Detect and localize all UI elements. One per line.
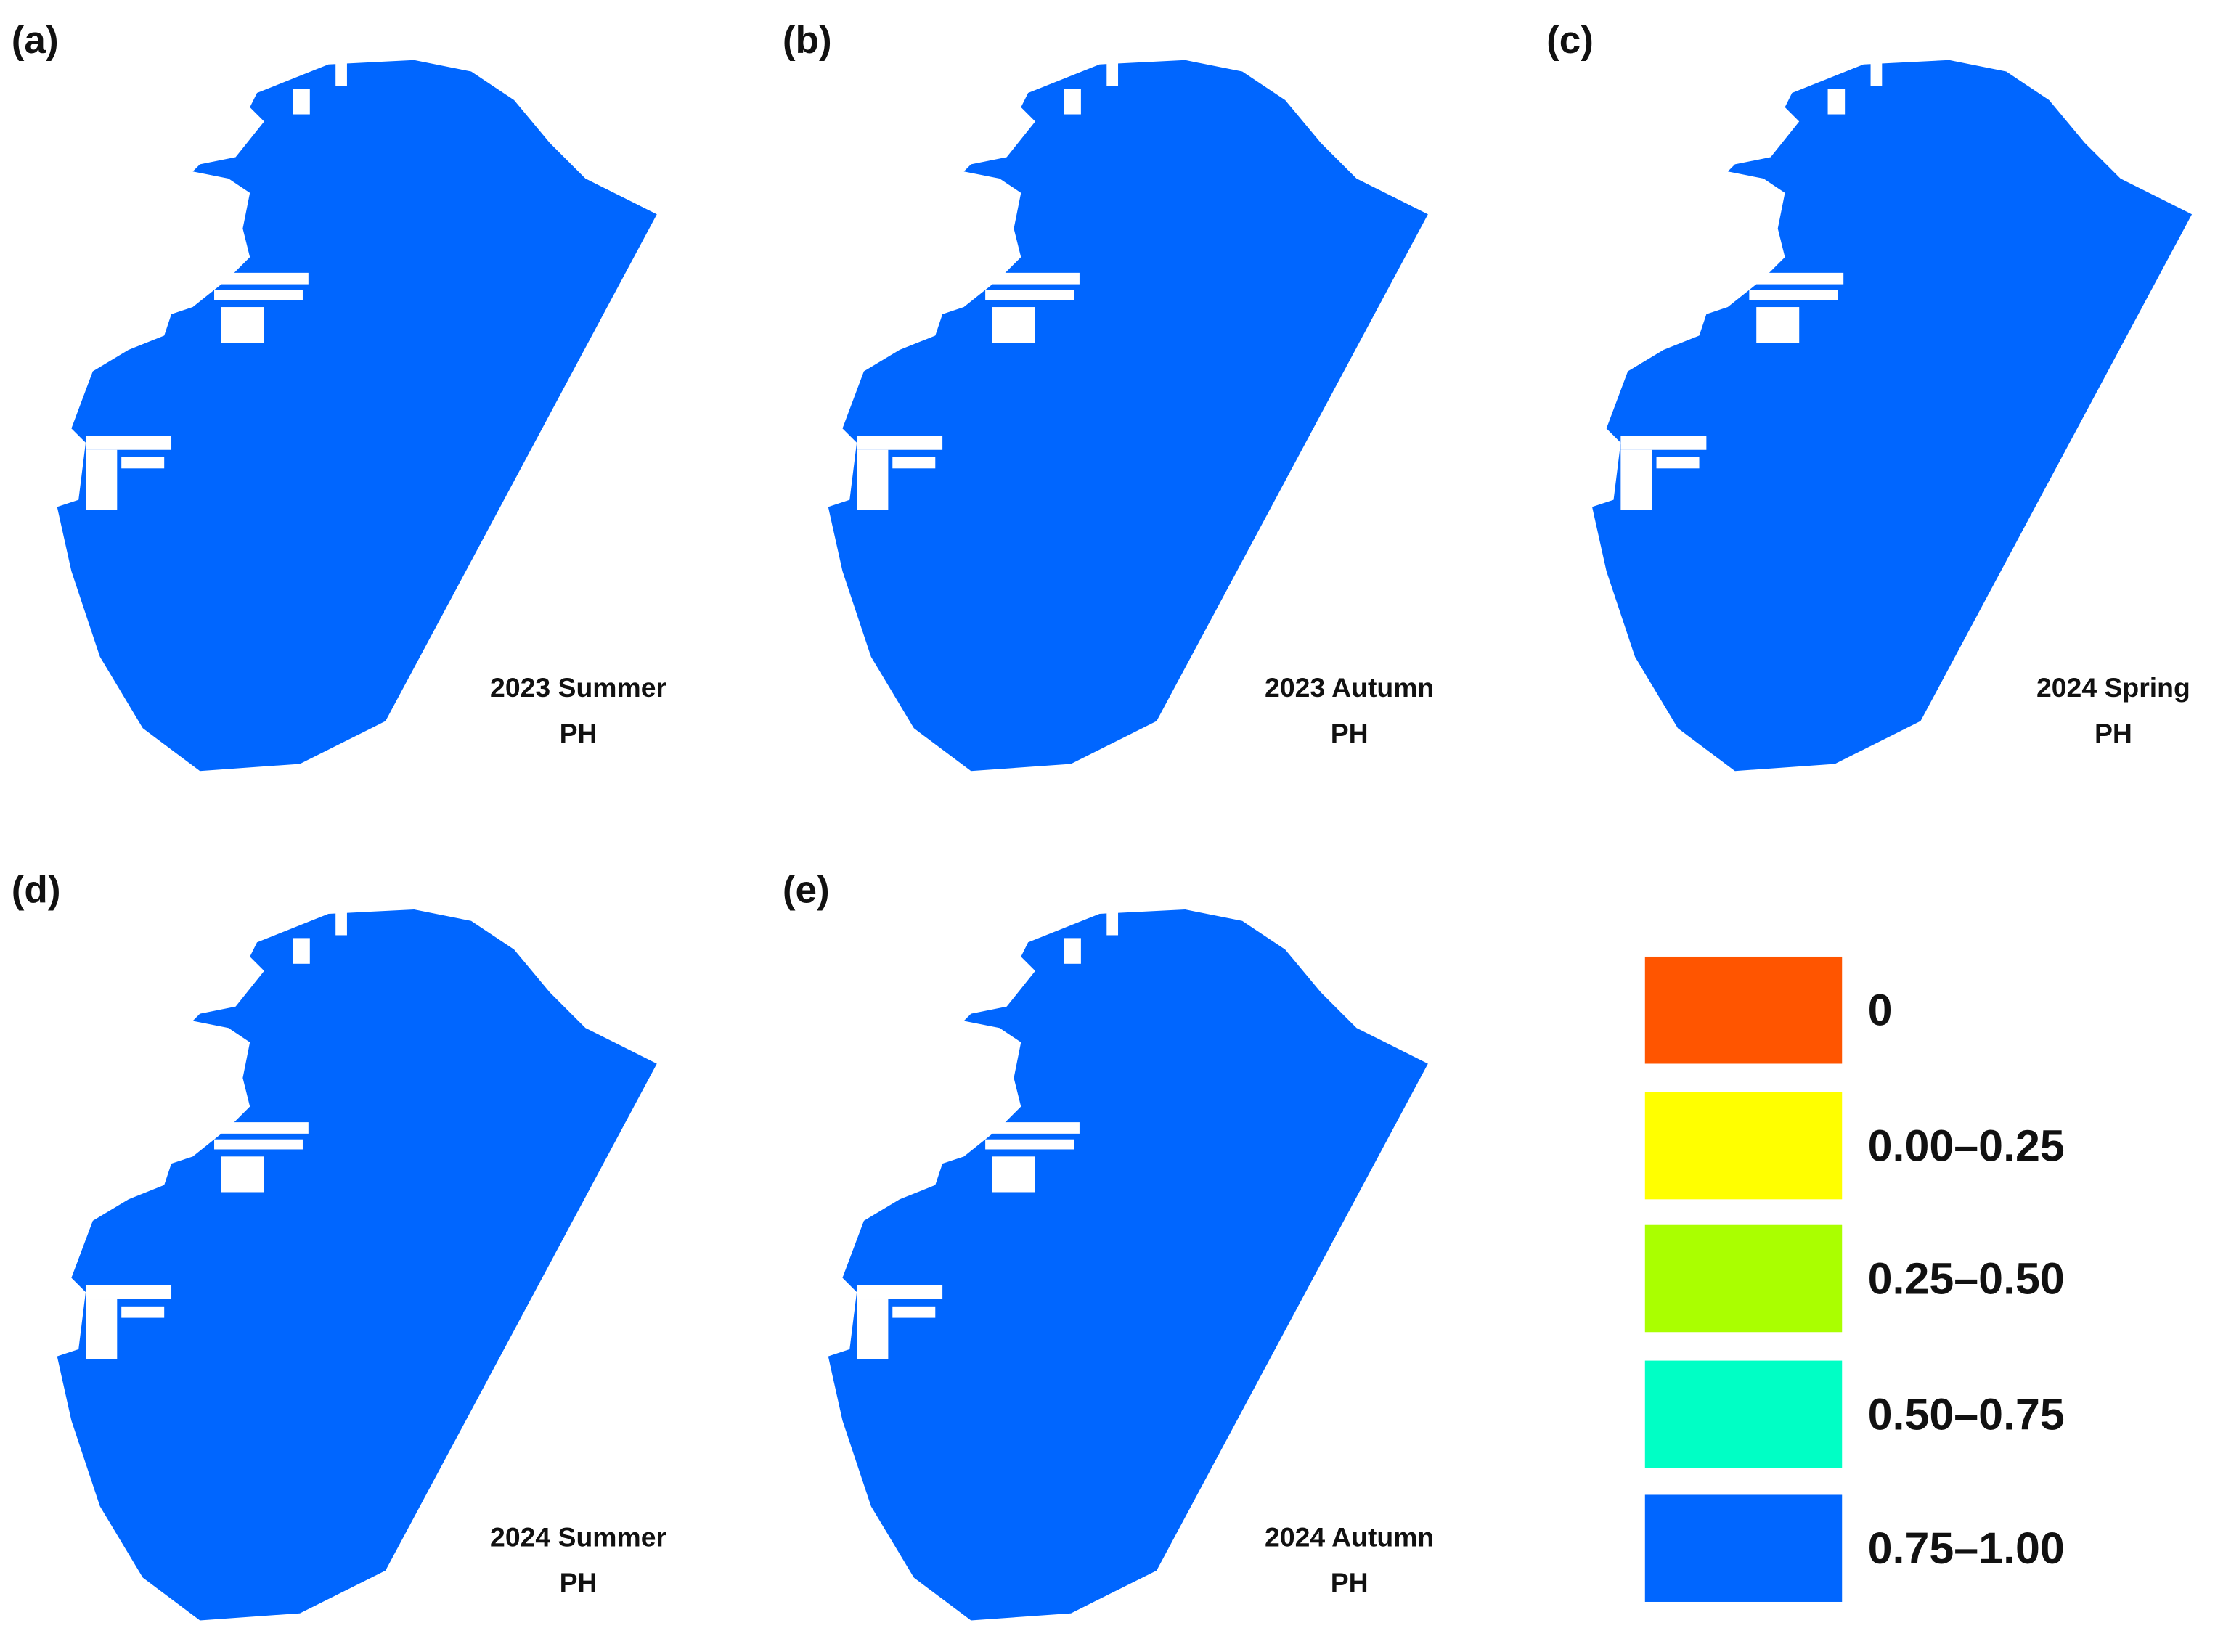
map-title: PH bbox=[1331, 1567, 1369, 1598]
panel-label: (a) bbox=[12, 19, 59, 62]
map-title: 2023 Autumn bbox=[1265, 672, 1434, 703]
panel-label: (c) bbox=[1546, 19, 1594, 62]
legend-swatch bbox=[1644, 1494, 1843, 1602]
map-title: 2024 Spring bbox=[2036, 672, 2190, 703]
map-title: PH bbox=[2095, 718, 2132, 748]
map-panel: (d) 2024 Summer PH bbox=[12, 868, 666, 1621]
map-title: 2023 Summer bbox=[490, 672, 666, 703]
legend-swatch bbox=[1644, 1092, 1843, 1200]
panel-label: (b) bbox=[783, 19, 832, 62]
map bbox=[57, 60, 657, 772]
map-title: 2024 Autumn bbox=[1265, 1521, 1434, 1552]
legend-swatch bbox=[1644, 1224, 1843, 1333]
map bbox=[828, 909, 1428, 1621]
map bbox=[828, 60, 1428, 772]
map-title: 2024 Summer bbox=[490, 1521, 666, 1552]
legend-label: 0.25–0.50 bbox=[1868, 1254, 2065, 1304]
legend-label: 0.00–0.25 bbox=[1868, 1121, 2065, 1171]
map-panel: (c) 2024 Spring PH bbox=[1546, 19, 2193, 772]
legend-label: 0.50–0.75 bbox=[1868, 1389, 2065, 1439]
map-panel: (e) 2024 Autumn PH bbox=[783, 868, 1434, 1621]
panel-label: (e) bbox=[783, 868, 830, 911]
map bbox=[1592, 60, 2193, 772]
map-title: PH bbox=[560, 1567, 598, 1598]
legend-swatch bbox=[1644, 1360, 1843, 1468]
map bbox=[57, 909, 657, 1621]
map-panel: (a) 2023 Summer PH bbox=[12, 19, 666, 772]
legend-label: 0 bbox=[1868, 986, 1893, 1035]
panel-label: (d) bbox=[12, 868, 61, 911]
map-title: PH bbox=[560, 718, 598, 748]
map-title: PH bbox=[1331, 718, 1369, 748]
legend-swatch bbox=[1644, 956, 1843, 1064]
legend-label: 0.75–1.00 bbox=[1868, 1524, 2065, 1573]
map-panel: (b) 2023 Autumn PH bbox=[783, 19, 1434, 772]
